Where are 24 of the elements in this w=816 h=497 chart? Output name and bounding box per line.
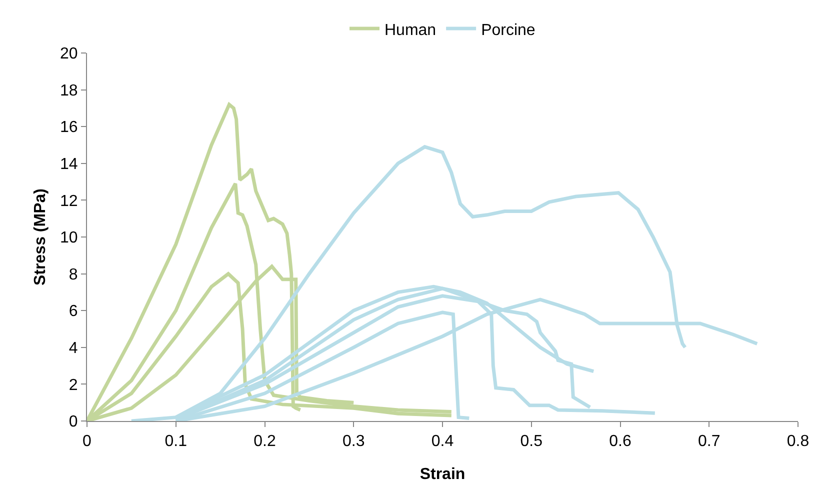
y-tick-label: 8 xyxy=(68,266,78,284)
x-tick-label: 0.8 xyxy=(786,433,810,450)
y-tick-label: 4 xyxy=(68,340,78,357)
y-tick-label: 14 xyxy=(60,156,78,173)
y-tick-label: 10 xyxy=(60,230,78,247)
x-tick-label: 0.6 xyxy=(609,433,632,450)
x-tick-label: 0 xyxy=(82,433,92,450)
x-tick-label: 0.7 xyxy=(698,433,720,450)
y-tick-label: 12 xyxy=(60,192,78,210)
legend-label: Human xyxy=(384,22,436,39)
y-tick-label: 18 xyxy=(60,82,78,100)
y-axis-title: Stress (MPa) xyxy=(32,188,49,286)
x-tick-label: 0.1 xyxy=(164,433,188,450)
x-tick-label: 0.2 xyxy=(254,433,276,450)
x-tick-label: 0.4 xyxy=(431,433,454,450)
x-tick-label: 0.3 xyxy=(342,433,365,450)
y-tick-label: 20 xyxy=(60,46,78,63)
x-tick-label: 0.5 xyxy=(520,433,543,450)
x-axis-title: Strain xyxy=(420,466,466,483)
legend-label: Porcine xyxy=(481,22,536,39)
y-tick-label: 6 xyxy=(68,303,78,320)
y-tick-label: 2 xyxy=(68,376,78,394)
y-tick-label: 16 xyxy=(60,119,78,136)
y-tick-label: 0 xyxy=(68,414,78,431)
